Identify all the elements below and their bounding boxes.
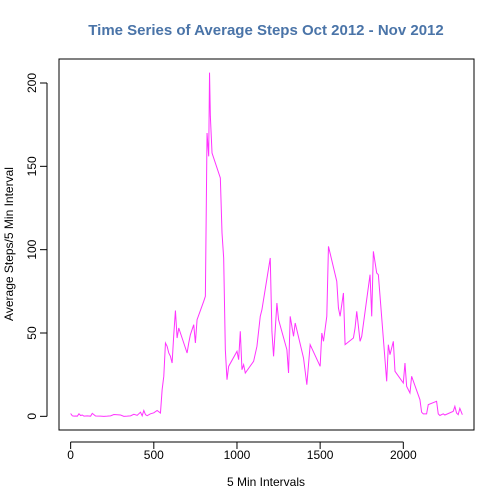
y-tick-label: 100	[25, 239, 39, 259]
series-line-average-steps	[70, 72, 463, 418]
x-tick-label: 500	[144, 448, 164, 462]
y-axis-label: Average Steps/5 Min Interval	[2, 167, 16, 321]
y-tick-label: 0	[25, 413, 39, 420]
chart-title: Time Series of Average Steps Oct 2012 - …	[88, 22, 443, 39]
x-tick-label: 1000	[224, 448, 251, 462]
y-tick-label: 50	[25, 326, 39, 340]
x-tick-label: 0	[67, 448, 74, 462]
y-tick-label: 200	[25, 73, 39, 93]
y-axis: 0 50 100 150 200	[25, 73, 48, 420]
x-tick-label: 2000	[390, 448, 417, 462]
y-tick-label: 150	[25, 156, 39, 176]
x-axis: 0 500 1000 1500 2000	[67, 441, 417, 462]
x-axis-label: 5 Min Intervals	[227, 475, 305, 489]
plot-frame	[58, 58, 475, 431]
x-tick-label: 1500	[307, 448, 334, 462]
